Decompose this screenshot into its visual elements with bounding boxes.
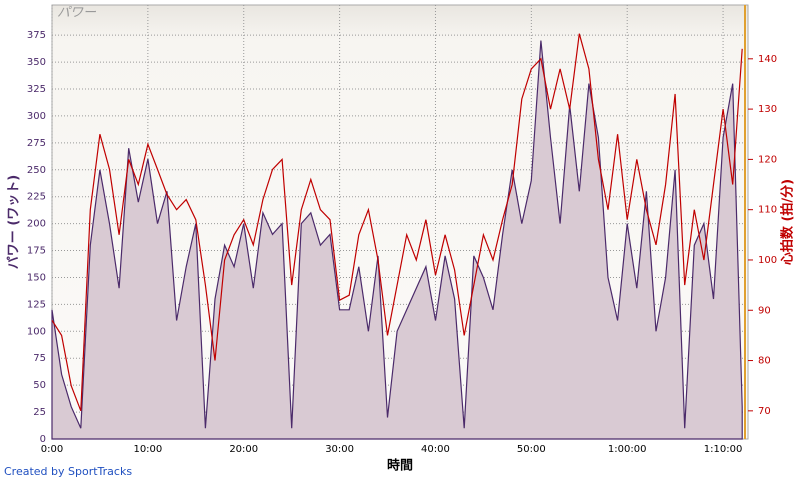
x-tick-label: 40:00 bbox=[421, 444, 450, 455]
y-tick-label: 175 bbox=[27, 246, 46, 257]
x-tick-label: 30:00 bbox=[325, 444, 354, 455]
y2-tick-label: 80 bbox=[758, 356, 771, 367]
y-tick-label: 275 bbox=[27, 138, 46, 149]
y-tick-label: 375 bbox=[27, 30, 46, 41]
y-tick-label: 50 bbox=[33, 380, 46, 391]
y2-tick-label: 100 bbox=[758, 255, 777, 266]
y-tick-label: 0 bbox=[40, 434, 46, 445]
y-tick-label: 75 bbox=[33, 353, 46, 364]
y-tick-label: 250 bbox=[27, 165, 46, 176]
y-tick-label: 300 bbox=[27, 111, 46, 122]
y-tick-label: 25 bbox=[33, 407, 46, 418]
x-tick-label: 1:00:00 bbox=[608, 444, 647, 455]
y2-tick-label: 120 bbox=[758, 154, 777, 165]
y-tick-label: 150 bbox=[27, 272, 46, 283]
x-tick-label: 0:00 bbox=[41, 444, 63, 455]
x-tick-label: 20:00 bbox=[229, 444, 258, 455]
chart-title: パワー bbox=[57, 6, 97, 21]
power-area bbox=[51, 40, 743, 440]
x-tick-label: 50:00 bbox=[517, 444, 546, 455]
y-tick-label: 225 bbox=[27, 192, 46, 203]
credit: Created by SportTracks bbox=[4, 465, 132, 478]
y-tick-label: 125 bbox=[27, 299, 46, 310]
y2-tick-label: 140 bbox=[758, 54, 777, 65]
y2-axis-label: 心拍数 (拍/分) bbox=[780, 179, 796, 265]
y2-tick-label: 130 bbox=[758, 104, 777, 115]
hr-line bbox=[51, 33, 743, 412]
y-axis-label: パワー (ワット) bbox=[7, 175, 22, 269]
y-tick-label: 325 bbox=[27, 84, 46, 95]
y2-tick-label: 110 bbox=[758, 205, 777, 216]
x-tick-label: 1:10:00 bbox=[704, 444, 743, 455]
y-tick-label: 350 bbox=[27, 57, 46, 68]
y-tick-label: 100 bbox=[27, 326, 46, 337]
y2-tick-label: 70 bbox=[758, 406, 771, 417]
y-tick-label: 200 bbox=[27, 219, 46, 230]
x-tick-label: 10:00 bbox=[133, 444, 162, 455]
y2-tick-label: 90 bbox=[758, 305, 771, 316]
x-axis-label: 時間 bbox=[387, 458, 413, 474]
